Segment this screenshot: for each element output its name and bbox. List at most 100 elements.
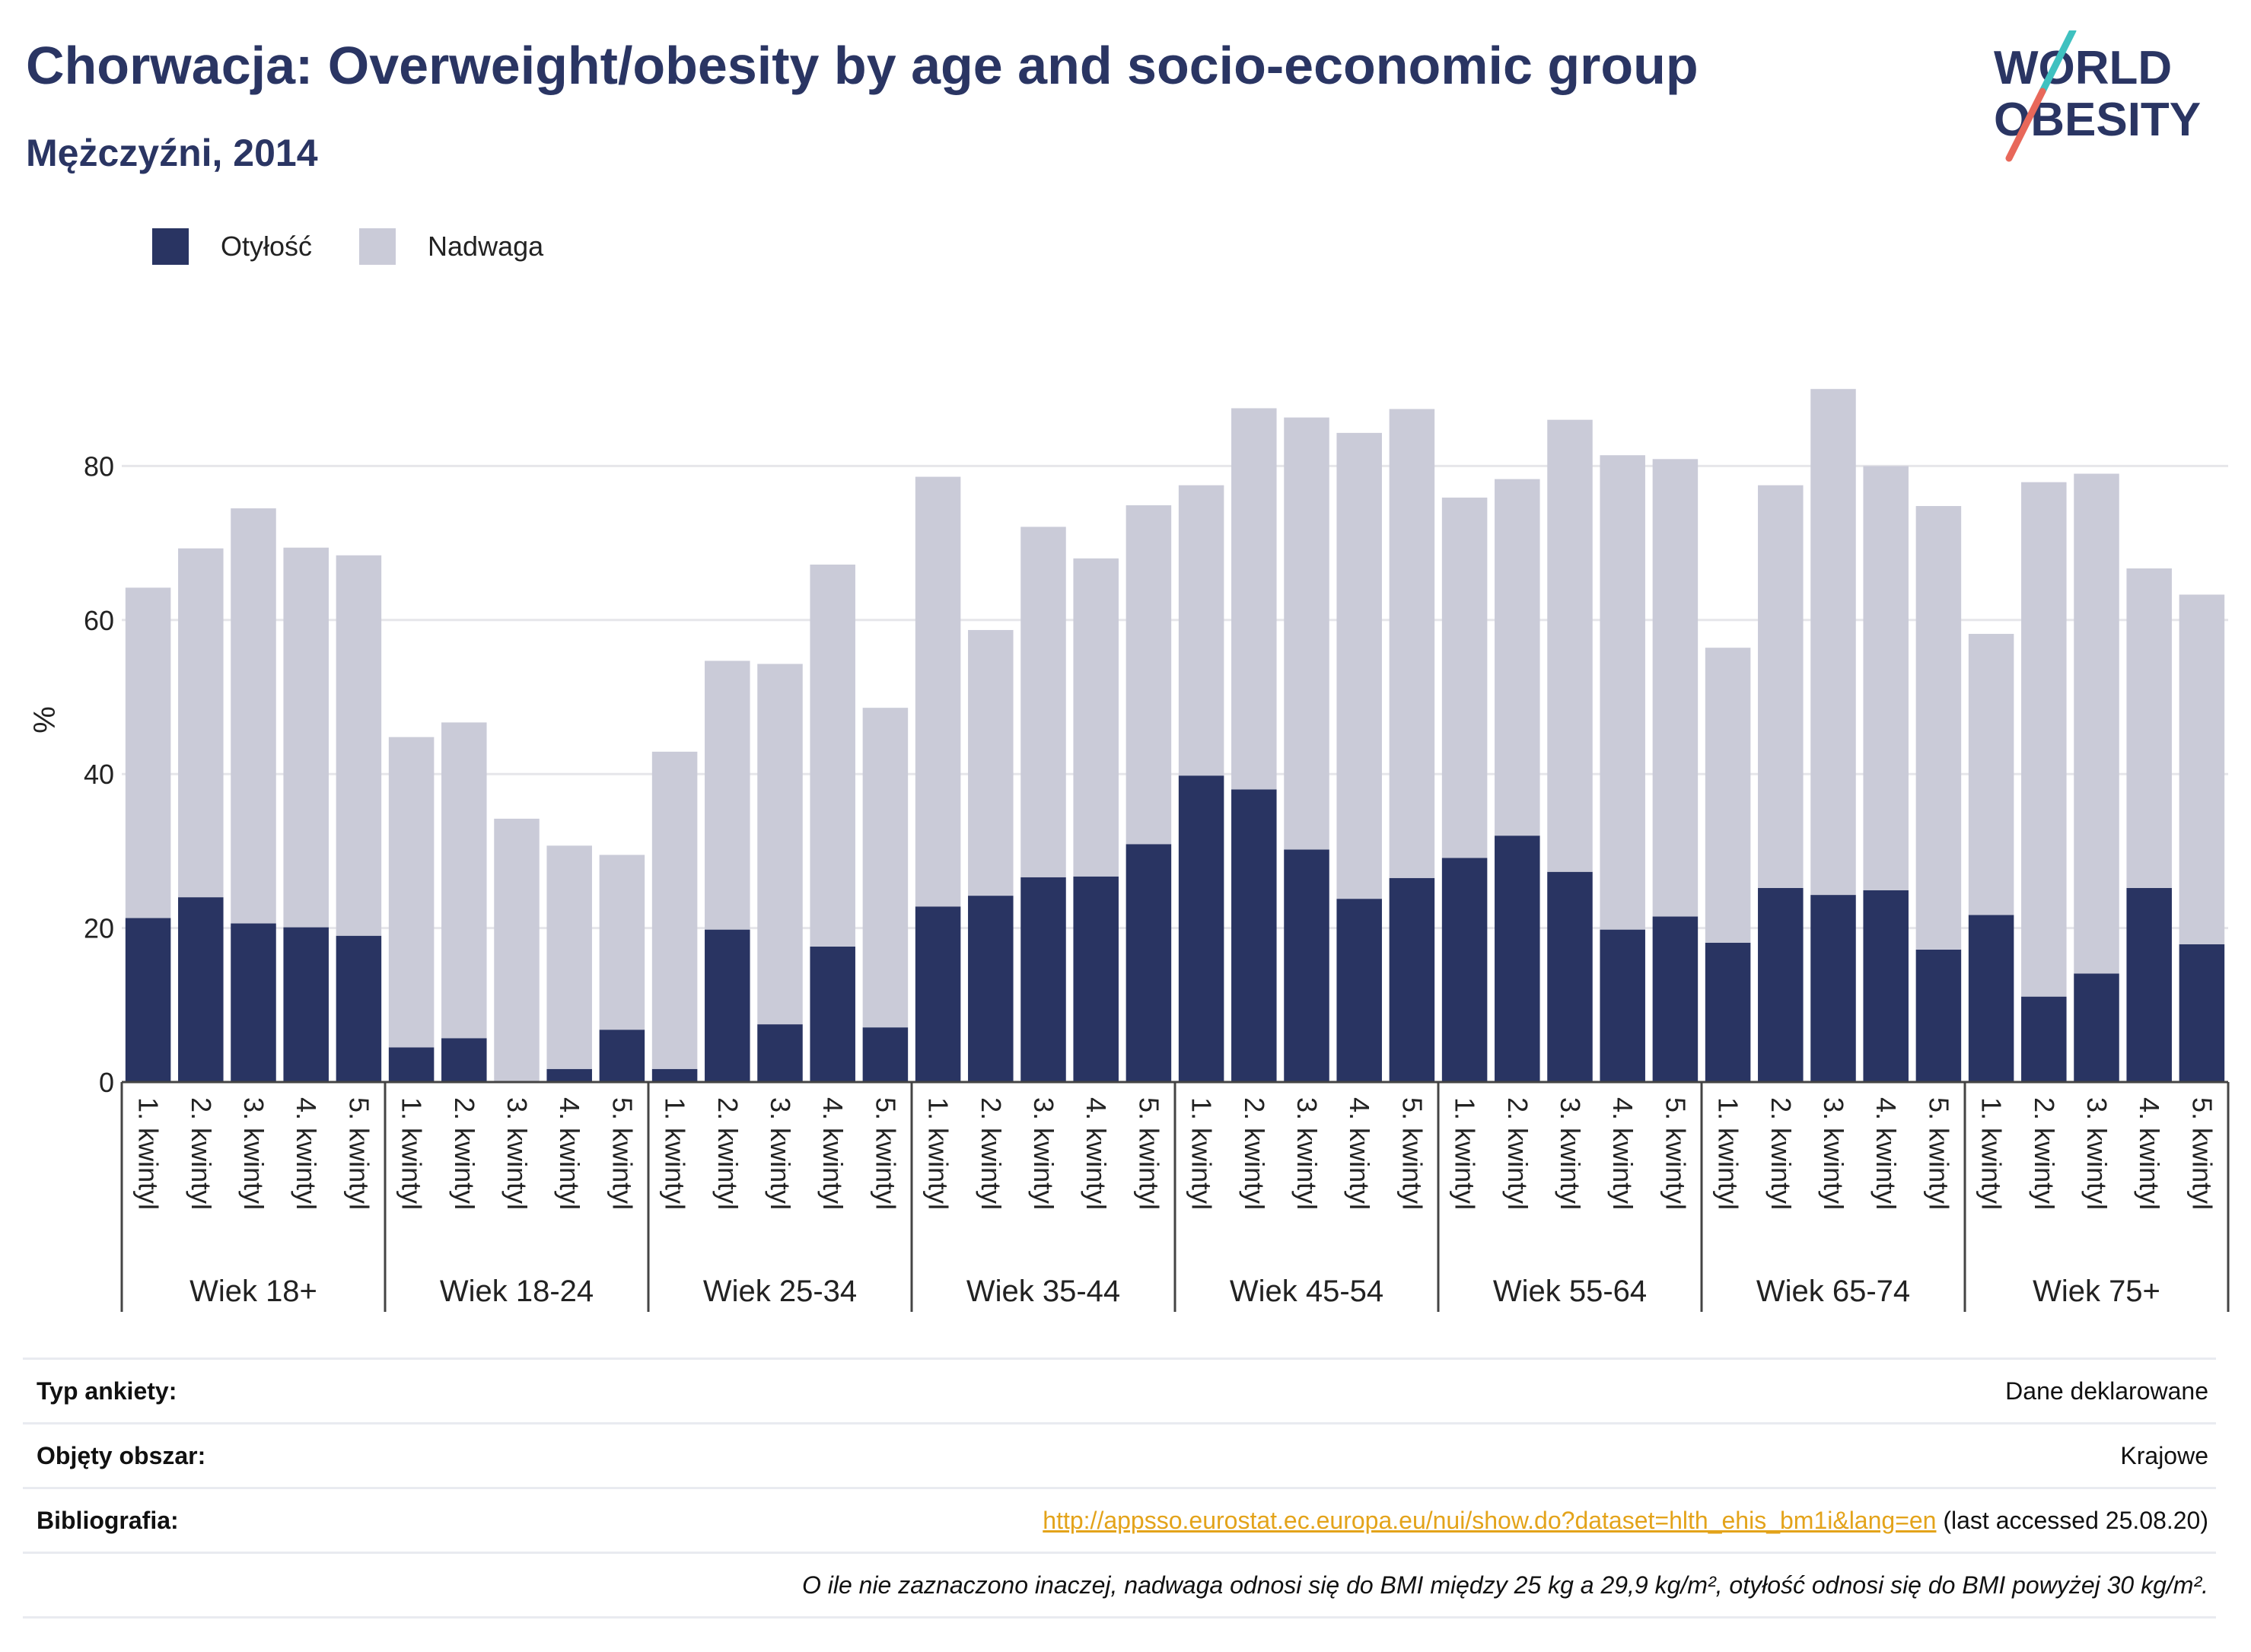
bar-obesity [1495, 836, 1540, 1082]
bar-overweight [388, 737, 435, 1048]
group-label: Wiek 18-24 [440, 1275, 594, 1308]
bar-overweight [1863, 466, 1909, 891]
x-tick-label: 3. kwintyl [1555, 1097, 1586, 1210]
y-axis-label: % [28, 706, 62, 734]
bar-obesity [1336, 899, 1382, 1082]
x-tick-label: 4. kwintyl [1081, 1097, 1112, 1210]
x-tick-label: 1. kwintyl [1186, 1097, 1218, 1210]
world-obesity-logo: WORLD OBESITY [1994, 30, 2201, 162]
bar-overweight [1758, 485, 1804, 888]
bar-obesity [2074, 973, 2119, 1082]
legend-swatch-obesity [152, 228, 189, 265]
survey-type-label: Typ ankiety: [37, 1377, 177, 1405]
bar-obesity [546, 1068, 592, 1082]
bar-overweight [1495, 479, 1540, 836]
x-tick-label: 2. kwintyl [976, 1097, 1007, 1210]
bar-obesity [1231, 789, 1277, 1082]
x-tick-label: 5. kwintyl [1396, 1097, 1428, 1210]
x-tick-label: 1. kwintyl [1450, 1097, 1481, 1210]
x-tick-label: 1. kwintyl [660, 1097, 691, 1210]
bar-obesity [388, 1047, 435, 1082]
bar-obesity [1441, 858, 1488, 1082]
bar-obesity [1705, 942, 1751, 1082]
x-tick-label: 5. kwintyl [870, 1097, 901, 1210]
x-tick-label: 5. kwintyl [1133, 1097, 1164, 1210]
bar-obesity [2179, 944, 2225, 1082]
bar-obesity [125, 918, 171, 1082]
bar-obesity [1284, 849, 1329, 1082]
bar-obesity [651, 1068, 698, 1082]
group-label: Wiek 18+ [189, 1275, 317, 1308]
survey-type-value: Dane deklarowane [2005, 1377, 2208, 1405]
bar-overweight [1231, 408, 1277, 790]
y-tick-label: 20 [84, 913, 114, 944]
x-tick-label: 3. kwintyl [1028, 1097, 1059, 1210]
bar-overweight [441, 722, 487, 1039]
info-row-area: Objęty obszar: Krajowe [23, 1422, 2216, 1487]
bar-overweight [2179, 594, 2225, 944]
bar-obesity [705, 929, 750, 1082]
bar-overweight [915, 476, 961, 907]
group-label: Wiek 35-44 [966, 1275, 1120, 1308]
x-tick-label: 3. kwintyl [238, 1097, 269, 1210]
legend-item-obesity[interactable]: Otyłość [152, 228, 312, 265]
group-label: Wiek 45-54 [1230, 1275, 1383, 1308]
bar-obesity [283, 927, 329, 1082]
x-tick-label: 4. kwintyl [291, 1097, 322, 1210]
bar-obesity [1073, 876, 1119, 1082]
bar-overweight [810, 564, 855, 947]
page-title: Chorwacja: Overweight/obesity by age and… [26, 36, 1699, 95]
x-tick-label: 4. kwintyl [1607, 1097, 1638, 1210]
group-label: Wiek 75+ [2033, 1275, 2160, 1308]
bar-obesity [1968, 915, 2014, 1082]
x-tick-label: 5. kwintyl [1923, 1097, 1954, 1210]
bar-overweight [1547, 419, 1593, 872]
x-tick-label: 1. kwintyl [133, 1097, 164, 1210]
bibliography-link[interactable]: http://appsso.eurostat.ec.europa.eu/nui/… [1043, 1506, 1937, 1534]
bar-overweight [2074, 473, 2119, 974]
x-tick-label: 4. kwintyl [1871, 1097, 1902, 1210]
x-tick-label: 1. kwintyl [1976, 1097, 2007, 1210]
bar-obesity [1547, 871, 1593, 1082]
footnote-text: O ile nie zaznaczono inaczej, nadwaga od… [801, 1571, 2208, 1599]
area-value: Krajowe [2120, 1441, 2208, 1469]
info-row-survey: Typ ankiety: Dane deklarowane [23, 1358, 2216, 1422]
bar-overweight [757, 664, 803, 1025]
bar-overweight [125, 587, 171, 918]
bar-obesity [1915, 949, 1962, 1082]
bar-overweight [651, 751, 698, 1069]
x-tick-label: 5. kwintyl [343, 1097, 374, 1210]
x-tick-label: 4. kwintyl [1344, 1097, 1375, 1210]
bar-obesity [441, 1038, 487, 1082]
legend-label-obesity: Otyłość [221, 231, 313, 262]
x-tick-label: 2. kwintyl [449, 1097, 480, 1210]
page-subtitle: Mężczyźni, 2014 [26, 132, 318, 174]
x-tick-label: 4. kwintyl [554, 1097, 585, 1210]
y-tick-label: 80 [84, 450, 114, 482]
x-tick-label: 5. kwintyl [1660, 1097, 1691, 1210]
x-tick-label: 2. kwintyl [1239, 1097, 1270, 1210]
bibliography-value: http://appsso.eurostat.ec.europa.eu/nui/… [1043, 1507, 2216, 1535]
chart-legend: Otyłość Nadwaga [152, 225, 591, 268]
bar-overweight [1020, 527, 1066, 877]
bar-obesity [1758, 887, 1804, 1082]
bar-overweight [1389, 409, 1435, 878]
bar-overweight [1073, 558, 1119, 877]
stacked-bar-chart: 0 20 40 60 80% 1. kwintyl 2. kwintyl 3. kwintyl… [28, 389, 2230, 1312]
bar-obesity [1178, 775, 1224, 1082]
x-tick-label: 3. kwintyl [765, 1097, 796, 1210]
bar-overweight [178, 548, 224, 898]
bar-overweight [1600, 455, 1645, 930]
bar-overweight [1968, 634, 2014, 915]
info-row-bibliography: Bibliografia: http://appsso.eurostat.ec.… [23, 1487, 2216, 1552]
bar-overweight [1126, 505, 1172, 845]
bar-obesity [1020, 877, 1066, 1082]
bibliography-note: (last accessed 25.08.20) [1936, 1506, 2208, 1534]
bar-overweight [1705, 648, 1751, 943]
bar-obesity [757, 1024, 803, 1082]
bar-overweight [2126, 568, 2172, 888]
bar-overweight [599, 855, 645, 1030]
bar-obesity [968, 896, 1014, 1082]
bar-obesity [1600, 929, 1645, 1082]
legend-item-overweight[interactable]: Nadwaga [359, 228, 543, 265]
